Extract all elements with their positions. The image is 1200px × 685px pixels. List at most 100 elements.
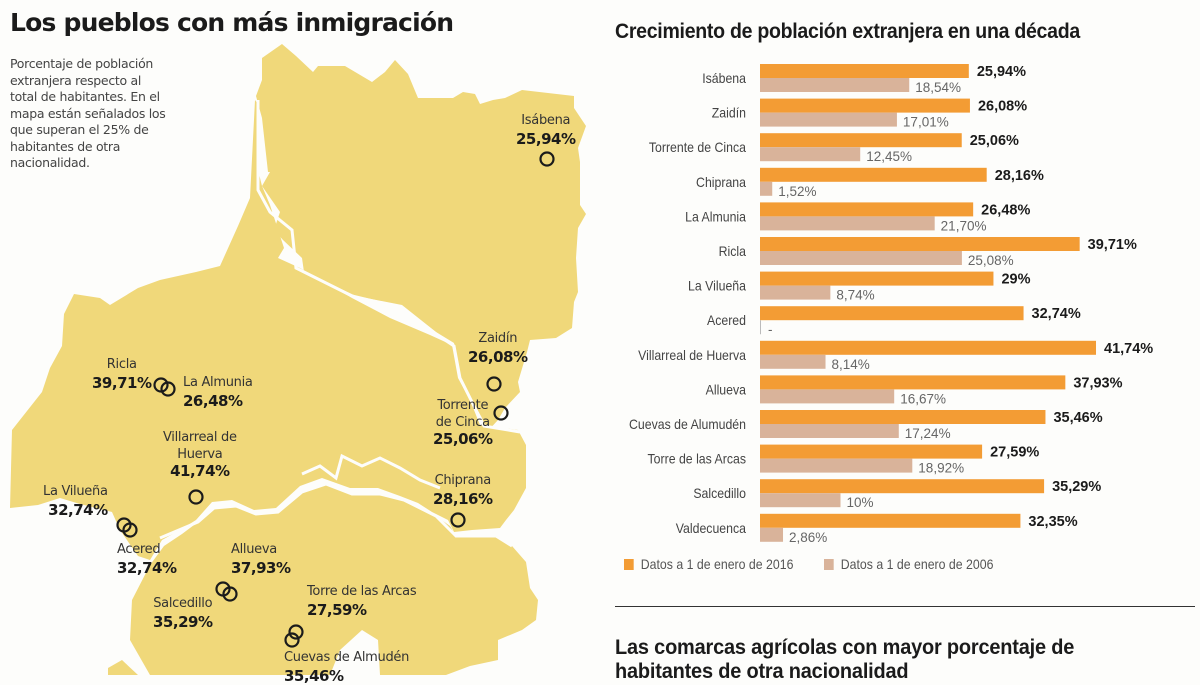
data-label-2016: 26,08% xyxy=(978,99,1027,115)
data-label-2006: 16,67% xyxy=(900,391,946,406)
data-label-2016: 32,74% xyxy=(1032,306,1081,322)
place-label-torre-de-las-arcas: Torre de las Arcas 27,59% xyxy=(307,583,417,619)
place-value: 28,16% xyxy=(433,490,493,508)
section-divider xyxy=(615,606,1195,607)
place-name: Zaidín xyxy=(478,331,518,346)
place-value: 26,08% xyxy=(468,348,528,366)
map-region-zaragoza xyxy=(10,100,526,560)
data-label-2016: 29% xyxy=(1001,272,1030,288)
bar-2016 xyxy=(760,98,970,113)
category-label: Zaidín xyxy=(712,105,746,121)
category-label: Valdecuenca xyxy=(676,520,747,536)
bar-2006 xyxy=(760,112,897,127)
category-label: Allueva xyxy=(706,382,747,398)
data-label-2016: 37,93% xyxy=(1073,375,1122,391)
bar-2006 xyxy=(760,527,784,542)
place-name: Chiprana xyxy=(434,473,492,488)
data-label-2016: 35,46% xyxy=(1053,410,1102,426)
bar-2016 xyxy=(760,237,1080,251)
bar-2016 xyxy=(760,444,983,459)
bar-2006 xyxy=(760,493,841,508)
place-value: 32,74% xyxy=(48,501,108,519)
place-value: 35,29% xyxy=(153,613,213,631)
data-label-2006: 18,54% xyxy=(915,80,961,95)
bar-2016 xyxy=(760,306,1024,321)
place-name: Allueva xyxy=(231,542,277,557)
map-description: Porcentaje de población extranjera respe… xyxy=(10,56,166,170)
place-value: 37,93% xyxy=(231,559,291,577)
chart-title: Crecimiento de población extranjera en u… xyxy=(615,20,1080,43)
data-label-2016: 28,16% xyxy=(995,168,1044,184)
data-label-2006: 25,08% xyxy=(968,253,1014,268)
bar-2016 xyxy=(760,375,1066,390)
place-label-villarreal-de-huerva: Villarreal de Huerva 41,74% xyxy=(163,429,237,480)
data-label-2006: 21,70% xyxy=(941,218,987,233)
bar-2006 xyxy=(760,147,861,162)
data-label-2016: 39,71% xyxy=(1088,237,1137,253)
legend-swatch-2016 xyxy=(624,558,634,570)
bar-2006 xyxy=(760,181,773,196)
bar-2006 xyxy=(760,458,913,473)
place-label-la-almunia: La Almunia 26,48% xyxy=(183,374,253,410)
bar-2006 xyxy=(760,354,826,369)
place-label-zaidin: Zaidín 26,08% xyxy=(468,330,528,366)
place-label-torrente-de-cinca: Torrente de Cinca 25,06% xyxy=(433,397,493,448)
bar-2006 xyxy=(760,424,899,438)
legend-label-2016: Datos a 1 de enero de 2016 xyxy=(640,556,794,572)
place-label-ricla: Ricla 39,71% xyxy=(92,355,152,393)
bottom-section-title: Las comarcas agrícolas con mayor porcent… xyxy=(615,636,1075,683)
bar-2016 xyxy=(760,271,994,286)
category-label: La Almunia xyxy=(685,209,747,225)
map-region-teruel xyxy=(130,484,538,675)
data-label-2006: 8,14% xyxy=(832,357,870,372)
category-label: Chiprana xyxy=(696,174,747,190)
data-label-2006: 1,52% xyxy=(778,184,816,199)
data-label-2006: 10% xyxy=(847,495,874,510)
bar-2006 xyxy=(760,78,910,92)
place-label-isabena: Isábena 25,94% xyxy=(516,112,576,148)
category-label: Torre de las Arcas xyxy=(648,451,747,467)
bar-2016 xyxy=(760,64,969,78)
data-label-2016: 32,35% xyxy=(1028,514,1077,530)
place-value: 35,46% xyxy=(284,667,344,685)
place-name: La Vilueña xyxy=(43,484,108,499)
bar-2016 xyxy=(760,340,1097,355)
map-title: Los pueblos con más inmigración xyxy=(10,8,454,37)
map-region-huesca xyxy=(256,44,586,433)
place-label-acered: Acered 32,74% xyxy=(117,541,177,577)
data-label-2006: 2,86% xyxy=(789,530,827,545)
place-value: 32,74% xyxy=(117,559,177,577)
data-label-2006: 17,01% xyxy=(903,115,949,130)
bar-2016 xyxy=(760,410,1046,424)
place-name: Torre de las Arcas xyxy=(307,584,417,599)
bar-2006 xyxy=(760,285,831,300)
place-label-cuevas-de-almuden: Cuevas de Almudén 35,46% xyxy=(284,649,409,685)
legend-item-2016: Datos a 1 de enero de 2016 xyxy=(624,556,793,572)
place-name: Torrente de Cinca xyxy=(435,398,490,430)
data-label-2006: 12,45% xyxy=(866,149,912,164)
data-label-2016: 27,59% xyxy=(990,445,1039,461)
category-label: Villarreal de Huerva xyxy=(638,347,746,363)
place-name: Ricla xyxy=(106,357,137,372)
legend-swatch-2006 xyxy=(824,558,834,570)
place-value: 41,74% xyxy=(170,462,230,480)
data-label-2016: 25,94% xyxy=(977,64,1026,80)
legend-item-2006: Datos a 1 de enero de 2006 xyxy=(824,556,993,572)
data-label-2006: - xyxy=(768,322,773,337)
map-region-small-west xyxy=(108,660,138,675)
legend-label-2006: Datos a 1 de enero de 2006 xyxy=(840,556,994,572)
place-value: 25,94% xyxy=(516,130,576,148)
category-label: Ricla xyxy=(719,243,747,259)
data-label-2006: 8,74% xyxy=(836,288,874,303)
data-label-2016: 41,74% xyxy=(1104,341,1153,357)
place-value: 27,59% xyxy=(307,601,367,619)
bar-2016 xyxy=(760,167,987,182)
place-name: Salcedillo xyxy=(153,596,213,611)
place-label-la-vilueña: La Vilueña 32,74% xyxy=(43,483,108,519)
category-label: Torrente de Cinca xyxy=(649,139,747,155)
place-value: 39,71% xyxy=(92,374,152,392)
bar-2016 xyxy=(760,202,974,217)
category-label: Salcedillo xyxy=(693,485,746,501)
bar-2016 xyxy=(760,513,1021,528)
place-name: La Almunia xyxy=(183,375,253,390)
